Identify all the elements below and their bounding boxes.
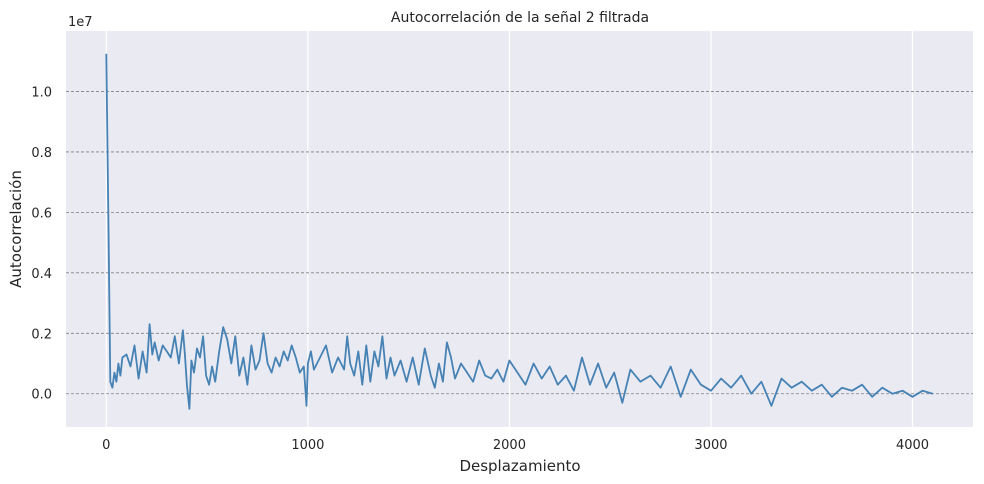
y-axis-title: Autocorrelación xyxy=(7,170,25,288)
y-tick-label: 0.8 xyxy=(31,146,52,161)
autocorrelation-series-line xyxy=(105,53,933,410)
y-tick-label: 0.0 xyxy=(31,388,52,403)
x-tick-label: 0 xyxy=(102,438,110,453)
x-tick-label: 2000 xyxy=(493,438,526,453)
y-tick-label: 0.2 xyxy=(31,327,52,342)
y-tick-label: 0.4 xyxy=(31,267,52,282)
x-tick-label: 1000 xyxy=(291,438,324,453)
x-tick-labels: 0 1000 2000 3000 4000 xyxy=(102,438,929,453)
y-tick-label: 1.0 xyxy=(31,85,52,100)
y-tick-labels: 0.0 0.2 0.4 0.6 0.8 1.0 xyxy=(31,85,52,402)
y-tick-label: 0.6 xyxy=(31,206,52,221)
y-offset-text: 1e7 xyxy=(68,15,93,30)
x-tick-label: 3000 xyxy=(694,438,727,453)
x-axis-title: Desplazamiento xyxy=(459,457,580,475)
x-tick-label: 4000 xyxy=(896,438,929,453)
chart-title: Autocorrelación de la señal 2 filtrada xyxy=(391,10,649,26)
plot-area xyxy=(66,31,973,427)
y-gridlines xyxy=(66,91,973,395)
